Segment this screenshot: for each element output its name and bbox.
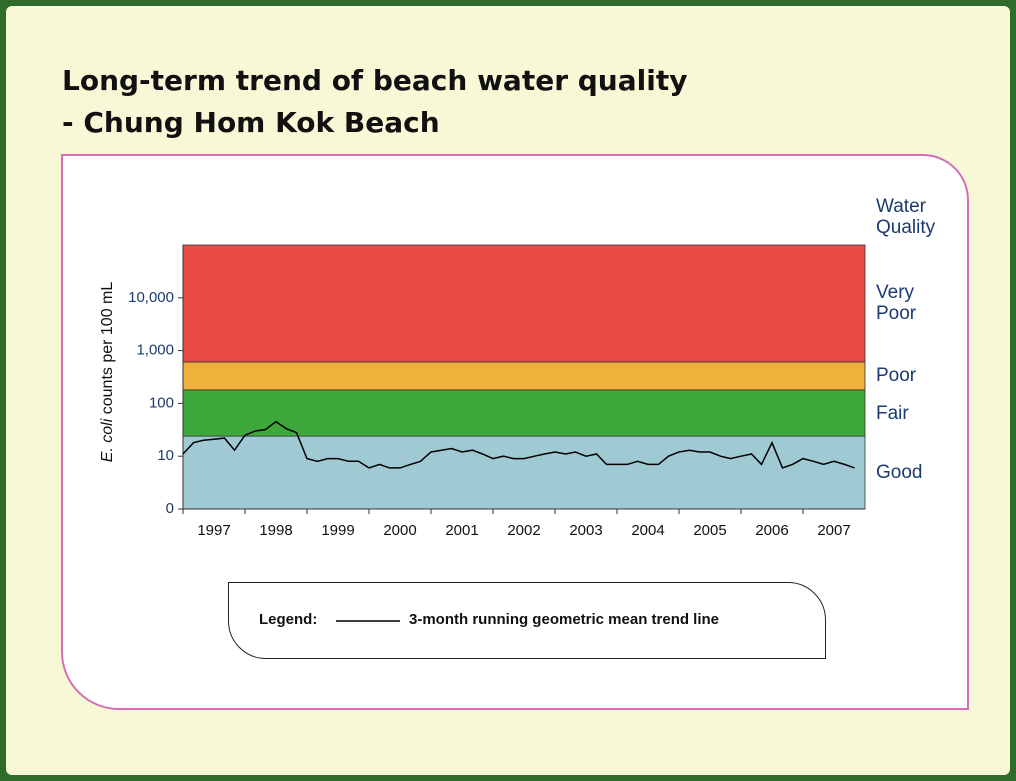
y-tick-label: 10 bbox=[157, 447, 174, 464]
x-tick-label: 2005 bbox=[693, 522, 726, 539]
x-tick-label: 2000 bbox=[383, 522, 416, 539]
x-tick-label: 2003 bbox=[569, 522, 602, 539]
x-tick-label: 1999 bbox=[321, 522, 354, 539]
quality-band bbox=[182, 361, 866, 391]
y-axis-label: E. coli counts per 100 mL bbox=[99, 282, 116, 463]
x-tick-label: 1997 bbox=[197, 522, 230, 539]
y-tick-label: 10,000 bbox=[128, 289, 174, 306]
title-line: Long-term trend of beach water quality bbox=[62, 64, 688, 97]
x-tick-label: 1998 bbox=[259, 522, 292, 539]
band-label: Poor bbox=[876, 365, 917, 387]
title: Long-term trend of beach water quality - … bbox=[62, 60, 687, 144]
trend-line bbox=[182, 420, 855, 469]
y-tick-label: 100 bbox=[149, 394, 174, 411]
x-tick-label: 2002 bbox=[507, 522, 540, 539]
title-line: - Chung Hom Kok Beach bbox=[62, 106, 440, 139]
y-axis-label-italic: E. coli bbox=[99, 418, 116, 462]
band-label: Fair bbox=[876, 402, 909, 424]
y-tick-label: 1,000 bbox=[136, 342, 174, 359]
x-tick-label: 2006 bbox=[755, 522, 788, 539]
x-tick-label: 2004 bbox=[631, 522, 664, 539]
x-tick-label: 2001 bbox=[445, 522, 478, 539]
legend-label: Legend: bbox=[259, 611, 318, 628]
x-tick-label: 2007 bbox=[817, 522, 850, 539]
legend-swatch-box bbox=[336, 620, 400, 622]
quality-band bbox=[182, 435, 866, 510]
legend-entry: 3-month running geometric mean trend lin… bbox=[409, 611, 720, 628]
quality-band bbox=[182, 389, 866, 437]
band-label: Good bbox=[876, 462, 923, 484]
y-tick-label: 0 bbox=[166, 500, 174, 517]
quality-band bbox=[182, 244, 866, 363]
band-title: Water Quality bbox=[876, 196, 936, 238]
legend: Legend: 3-month running geometric mean t… bbox=[228, 582, 826, 659]
y-axis-label-text: counts per 100 mL bbox=[99, 282, 116, 415]
band-label: Very Poor bbox=[876, 282, 917, 325]
